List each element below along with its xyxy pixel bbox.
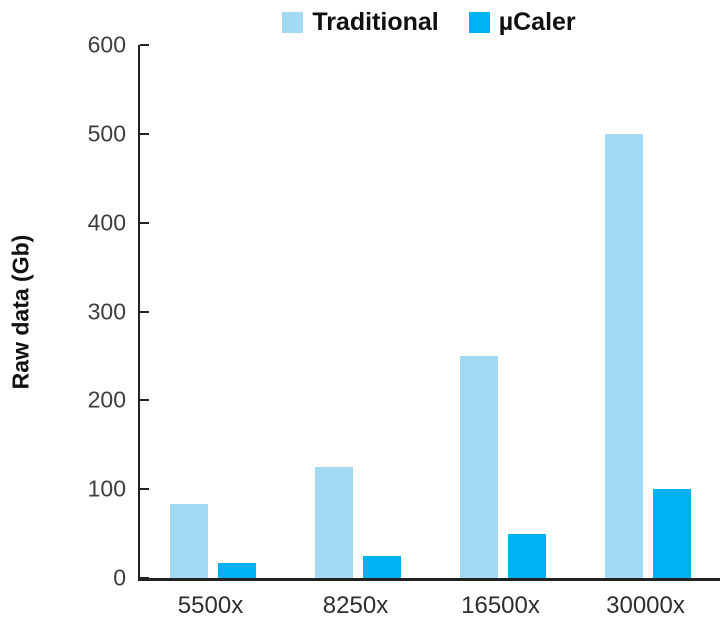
- y-tick-label: 100: [87, 475, 126, 502]
- x-axis-label: 8250x: [322, 592, 389, 619]
- y-tick-mark: [140, 132, 149, 135]
- bar-ucaler-30000x: [652, 489, 691, 578]
- y-tick-label: 400: [87, 209, 126, 236]
- plot-area: [138, 44, 720, 581]
- legend-swatch-ucaler-icon: [468, 11, 490, 33]
- y-tick-mark: [140, 310, 149, 313]
- chart-legend: Traditional µCaler: [138, 7, 720, 37]
- bar-ucaler-5500x: [217, 562, 256, 578]
- bar-traditional-30000x: [604, 133, 643, 578]
- y-tick-mark: [140, 221, 149, 224]
- legend-label-traditional: Traditional: [312, 7, 439, 36]
- legend-item-traditional: Traditional: [282, 7, 439, 36]
- y-tick-label: 200: [87, 386, 126, 413]
- y-tick-mark: [140, 488, 149, 491]
- bar-traditional-16500x: [459, 355, 498, 578]
- y-tick-label: 0: [113, 564, 126, 591]
- x-axis-labels: 5500x 8250x 16500x 30000x: [138, 581, 718, 631]
- y-tick-mark: [140, 44, 149, 46]
- y-tick-mark: [140, 399, 149, 402]
- x-axis-label: 16500x: [461, 592, 540, 619]
- legend-swatch-traditional-icon: [282, 11, 304, 33]
- x-axis-label: 5500x: [177, 592, 244, 619]
- bar-traditional-8250x: [314, 466, 353, 578]
- legend-label-ucaler: µCaler: [498, 7, 576, 36]
- y-tick-label: 300: [87, 298, 126, 324]
- bar-ucaler-16500x: [507, 533, 546, 578]
- y-tick-label: 500: [87, 120, 126, 147]
- legend-item-ucaler: µCaler: [468, 7, 576, 36]
- y-axis-tick-labels: 0 100 200 300 400 500 600: [0, 0, 126, 631]
- y-tick-label: 600: [87, 31, 126, 58]
- x-axis-label: 30000x: [606, 592, 685, 619]
- bar-traditional-5500x: [169, 504, 208, 578]
- bar-ucaler-8250x: [362, 555, 401, 578]
- y-tick-mark: [140, 577, 149, 579]
